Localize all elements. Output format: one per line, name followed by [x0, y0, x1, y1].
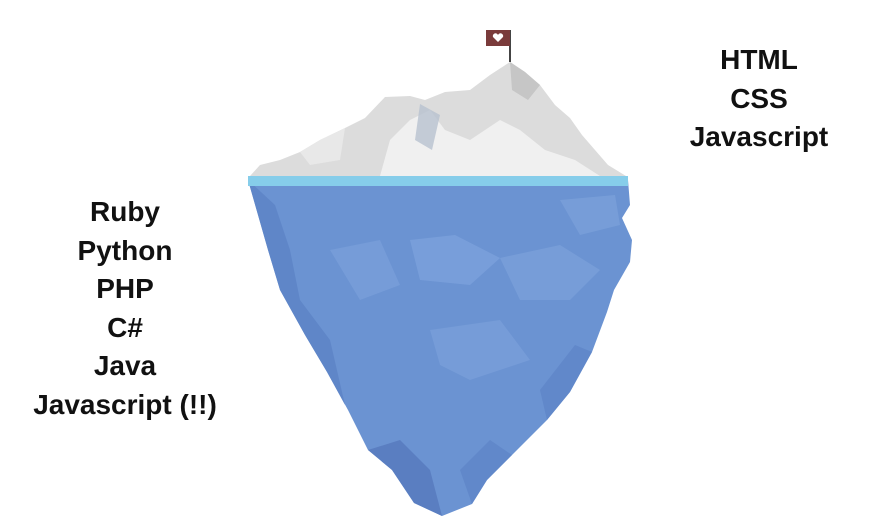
below-item-java: Java: [93, 350, 157, 381]
below-item-php: PHP: [96, 273, 154, 304]
below-item-python: Python: [77, 234, 173, 266]
above-item-html: HTML: [720, 44, 798, 75]
heart-icon: [492, 33, 504, 42]
below-item-ruby: Ruby: [90, 196, 160, 227]
below-item-csharp: C#: [107, 311, 143, 343]
iceberg-tip: [250, 62, 626, 176]
iceberg-underwater: [248, 180, 632, 516]
water-line: [248, 176, 628, 186]
below-waterline-list: Ruby Python PHP C# Java Javascript (!!): [10, 193, 240, 424]
above-waterline-list: HTML CSS Javascript: [668, 41, 850, 157]
below-item-javascript: Javascript (!!): [33, 388, 217, 420]
flag-icon: [486, 30, 511, 62]
above-item-css: CSS: [730, 82, 788, 114]
above-item-javascript: Javascript: [689, 121, 829, 152]
